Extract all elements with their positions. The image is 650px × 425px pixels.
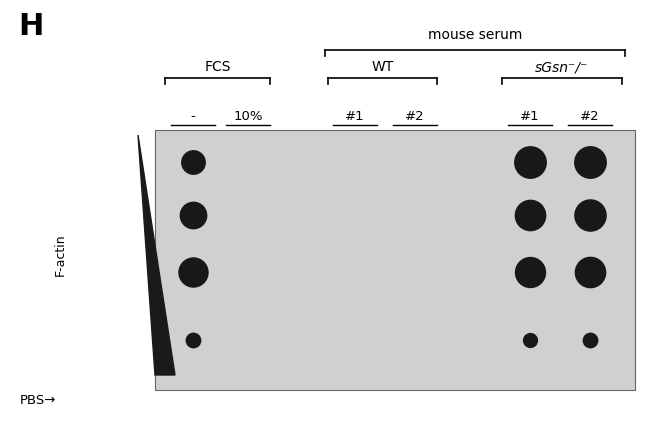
Point (525, 337, 535, 343)
Text: #1: #1 (520, 110, 540, 123)
Text: #1: #1 (345, 110, 365, 123)
Point (585, 269, 595, 275)
Text: 10%: 10% (233, 110, 263, 123)
Point (188, 212, 198, 218)
Text: mouse serum: mouse serum (428, 28, 522, 42)
Text: sGsn⁻/⁻: sGsn⁻/⁻ (536, 60, 589, 74)
Point (525, 212, 535, 218)
Point (585, 337, 595, 343)
Point (525, 159, 535, 165)
Text: WT: WT (371, 60, 394, 74)
Text: H: H (18, 12, 44, 41)
Point (585, 159, 595, 165)
Point (188, 337, 198, 343)
Point (188, 159, 198, 165)
Point (188, 269, 198, 275)
Text: PBS→: PBS→ (20, 394, 57, 406)
Text: -: - (190, 110, 196, 123)
Bar (155, 130, 635, 390)
Point (585, 212, 595, 218)
Text: F-actin: F-actin (53, 234, 66, 276)
Point (525, 269, 535, 275)
Text: #2: #2 (580, 110, 600, 123)
Polygon shape (138, 135, 175, 375)
Text: #2: #2 (405, 110, 425, 123)
Text: FCS: FCS (204, 60, 231, 74)
